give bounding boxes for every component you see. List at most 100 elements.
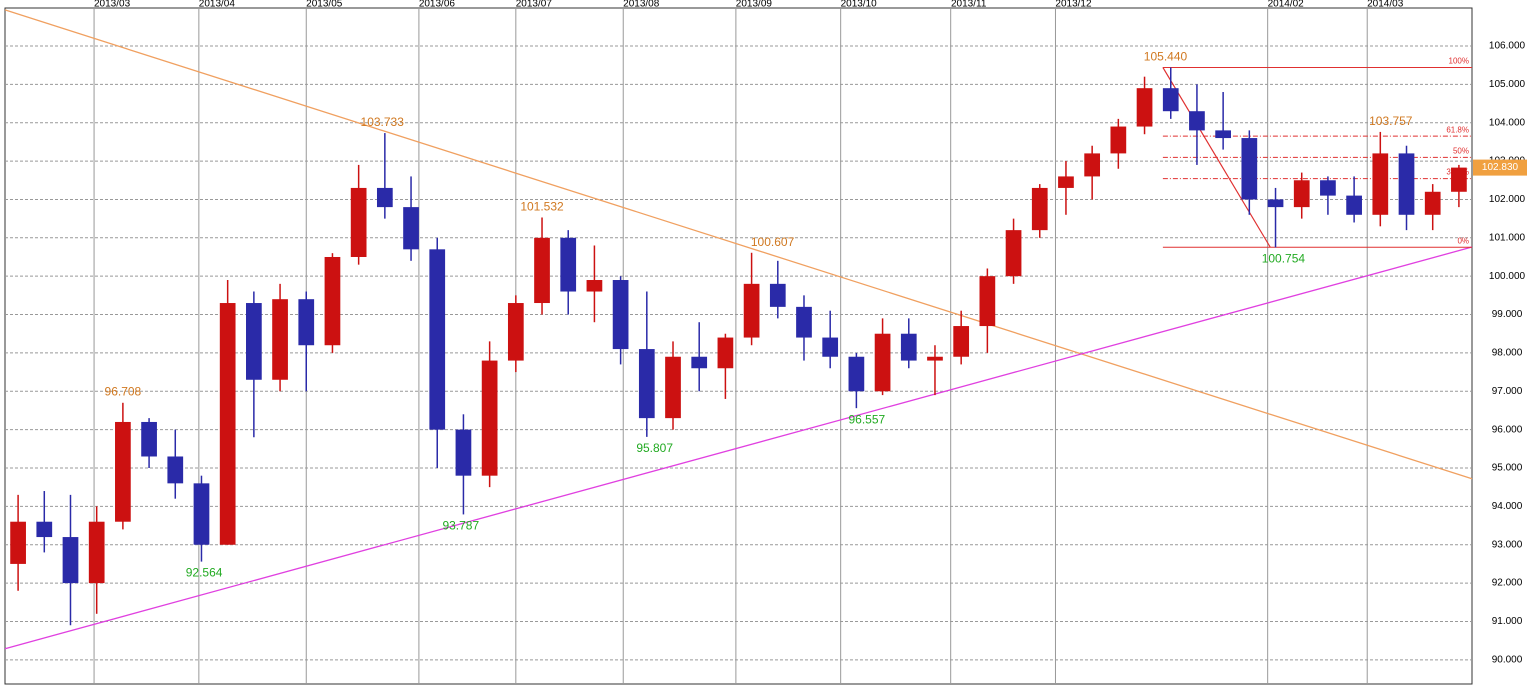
candle-body <box>115 421 131 522</box>
y-tick-label: 96.000 <box>1492 424 1523 435</box>
candle-body <box>272 299 288 380</box>
price-annotation: 96.557 <box>849 412 886 426</box>
fib-label: 50% <box>1453 146 1469 155</box>
x-tick-label: 2013/07 <box>516 0 553 10</box>
candle-body <box>586 280 603 292</box>
fib-label: 61.8% <box>1446 125 1469 134</box>
candle-body <box>979 276 996 327</box>
candle-body <box>376 187 393 208</box>
candle-body <box>1267 199 1284 208</box>
candle-body <box>219 303 236 545</box>
x-tick-label: 2013/06 <box>419 0 456 10</box>
x-tick-label: 2013/04 <box>199 0 236 10</box>
candle-body <box>1398 153 1415 215</box>
candle-body <box>665 356 681 419</box>
candle-body <box>481 360 498 476</box>
candle-body <box>612 280 629 350</box>
candle-body <box>1293 180 1310 208</box>
x-tick-label: 2013/08 <box>623 0 660 10</box>
y-tick-label: 106.000 <box>1489 41 1526 52</box>
candle-body <box>429 249 446 430</box>
y-tick-label: 101.000 <box>1489 232 1526 243</box>
trend-line <box>4 9 1473 480</box>
candle-body <box>324 256 341 346</box>
candle-body <box>769 283 786 307</box>
price-annotation: 96.708 <box>105 385 142 399</box>
candle-body <box>1005 230 1022 277</box>
y-tick-label: 100.000 <box>1489 271 1526 282</box>
x-tick-label: 2013/10 <box>841 0 878 10</box>
candle-body <box>1058 176 1074 188</box>
candle-body <box>1424 191 1441 215</box>
x-tick-label: 2013/05 <box>306 0 343 10</box>
candle-body <box>1241 138 1258 200</box>
price-annotation: 95.807 <box>636 441 673 455</box>
candle-body <box>36 521 53 538</box>
price-annotation: 92.564 <box>186 566 223 580</box>
fib-label: 100% <box>1449 57 1469 66</box>
candle-body <box>691 356 708 369</box>
candle-body <box>1031 187 1048 231</box>
price-annotation: 101.532 <box>520 200 564 214</box>
candle-body <box>717 337 734 369</box>
fib-diagonal <box>1162 67 1271 248</box>
last-price-label: 102.830 <box>1482 162 1519 173</box>
candle-body <box>10 521 26 564</box>
x-tick-label: 2014/02 <box>1268 0 1305 10</box>
candle-body <box>1136 88 1153 127</box>
candle-body <box>1189 111 1205 131</box>
y-tick-label: 95.000 <box>1492 463 1523 474</box>
price-annotation: 103.757 <box>1369 114 1413 128</box>
candle-body <box>193 483 210 545</box>
candle-body <box>88 521 105 584</box>
candle-body <box>62 537 79 584</box>
candle-body <box>1451 167 1467 192</box>
y-tick-label: 97.000 <box>1492 386 1523 397</box>
price-annotation: 93.787 <box>442 519 479 533</box>
candle-body <box>560 237 577 292</box>
x-tick-label: 2013/12 <box>1055 0 1092 10</box>
candle-body <box>298 299 315 346</box>
x-tick-label: 2013/03 <box>94 0 131 10</box>
y-tick-label: 98.000 <box>1492 348 1523 359</box>
candle-body <box>167 456 184 484</box>
candle-body <box>1372 153 1389 215</box>
candle-body <box>1084 153 1101 177</box>
plot-frame <box>4 7 1473 685</box>
candle-body <box>1346 195 1362 215</box>
candle-body <box>927 356 943 361</box>
price-annotation: 103.733 <box>361 115 405 129</box>
y-tick-label: 91.000 <box>1492 616 1523 627</box>
candle-body <box>822 337 839 357</box>
candle-body <box>638 349 655 419</box>
candle-body <box>796 306 812 338</box>
candle-body <box>1162 88 1179 112</box>
candle-body <box>874 333 891 392</box>
y-tick-label: 90.000 <box>1492 654 1523 665</box>
candle-body <box>350 187 367 257</box>
y-tick-label: 94.000 <box>1492 501 1523 512</box>
x-tick-label: 2013/11 <box>951 0 987 10</box>
fib-label: 0% <box>1457 236 1469 245</box>
candle-body <box>1320 180 1336 196</box>
candle-body <box>403 207 419 250</box>
trend-line <box>4 246 1473 650</box>
y-tick-label: 104.000 <box>1489 117 1526 128</box>
y-tick-label: 93.000 <box>1492 539 1523 550</box>
x-tick-label: 2014/03 <box>1367 0 1404 10</box>
price-annotation: 100.754 <box>1262 251 1306 265</box>
candle-body <box>743 283 760 338</box>
candle-body <box>848 356 865 392</box>
price-annotation: 100.607 <box>751 235 795 249</box>
last-price-box <box>1473 159 1527 176</box>
candle-body <box>507 303 524 361</box>
candle-body <box>1215 130 1231 139</box>
candle-body <box>141 421 157 457</box>
candle-body <box>455 429 472 476</box>
candle-body <box>900 333 917 361</box>
x-tick-label: 2013/09 <box>736 0 773 10</box>
candle-body <box>1110 126 1127 154</box>
y-tick-label: 105.000 <box>1489 79 1526 90</box>
y-tick-label: 99.000 <box>1492 309 1523 320</box>
